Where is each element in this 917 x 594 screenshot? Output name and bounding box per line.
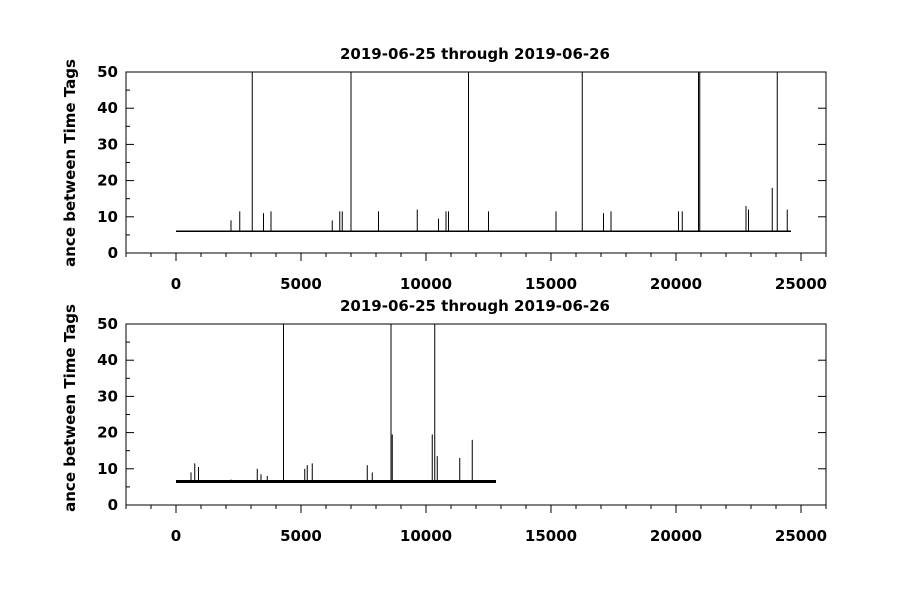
x-tick-label: 20000 — [650, 275, 702, 293]
y-axis-label-top: ance between Time Tags — [61, 59, 79, 267]
y-tick-label: 0 — [108, 244, 118, 262]
x-tick-label: 10000 — [400, 275, 452, 293]
y-tick-label: 50 — [97, 63, 118, 81]
y-tick-label: 40 — [97, 99, 118, 117]
plot-area-bottom: 0 10 20 30 40 50 0 5000 10000 15000 20000 25000 — [97, 315, 827, 545]
x-tick-label: 15000 — [525, 275, 577, 293]
x-tick-label: 20000 — [650, 527, 702, 545]
y-axis-label-bottom: ance between Time Tags — [61, 304, 79, 512]
plot-area-top: 0 10 20 30 40 50 0 5000 10000 15000 20000 25000 — [97, 63, 827, 293]
x-tick-label: 10000 — [400, 527, 452, 545]
y-tick-label: 30 — [97, 387, 118, 405]
chart-title-bottom: 2019-06-25 through 2019-06-26 — [340, 297, 610, 315]
y-tick-label: 20 — [97, 172, 118, 190]
x-tick-label: 5000 — [280, 275, 322, 293]
y-tick-label: 10 — [97, 208, 118, 226]
x-tick-label: 0 — [171, 275, 181, 293]
y-tick-label: 50 — [97, 315, 118, 333]
x-tick-label: 15000 — [525, 527, 577, 545]
subplot-bottom: 2019-06-25 through 2019-06-26 ance betwe… — [61, 297, 827, 545]
x-tick-label: 0 — [171, 527, 181, 545]
y-tick-label: 30 — [97, 135, 118, 153]
x-tick-label: 25000 — [775, 275, 827, 293]
y-tick-label: 40 — [97, 351, 118, 369]
x-tick-label: 5000 — [280, 527, 322, 545]
subplot-top: 2019-06-25 through 2019-06-26 ance betwe… — [61, 45, 827, 293]
y-tick-label: 20 — [97, 424, 118, 442]
y-tick-label: 0 — [108, 496, 118, 514]
chart-title-top: 2019-06-25 through 2019-06-26 — [340, 45, 610, 63]
plot-frame — [125, 323, 827, 506]
x-tick-label: 25000 — [775, 527, 827, 545]
y-tick-label: 10 — [97, 460, 118, 478]
